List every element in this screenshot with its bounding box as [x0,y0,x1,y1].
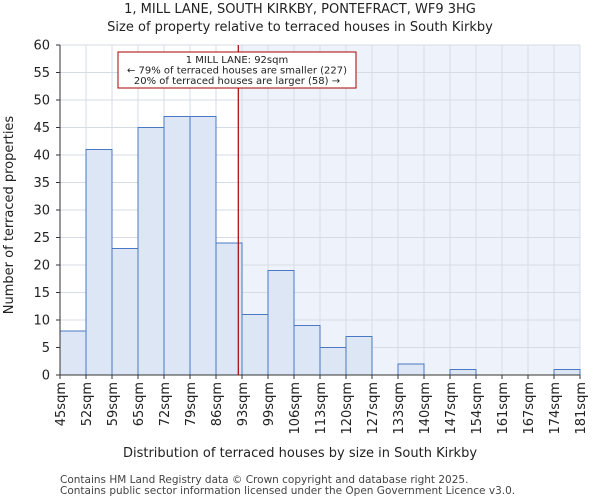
x-tick-label: 120sqm [340,382,355,435]
bar [189,116,217,376]
footer-line-1: Contains HM Land Registry data © Crown c… [60,474,468,486]
chart-subtitle: Size of property relative to terraced ho… [107,20,493,35]
y-ticks: 0 5 10 15 20 25 30 35 40 45 50 55 60 [33,39,60,384]
annotation-line-1: 1 MILL LANE: 92sqm [186,55,288,66]
y-tick-label: 15 [33,286,50,301]
x-tick-label: 167sqm [522,382,537,435]
x-tick-label: 86sqm [210,382,225,426]
y-tick-label: 0 [42,369,50,384]
annotation-line-2: ← 79% of terraced houses are smaller (22… [127,66,347,77]
bar [215,242,243,376]
y-tick-label: 5 [42,341,50,356]
footer-line-2: Contains public sector information licen… [60,485,515,497]
x-tick-label: 59sqm [106,382,121,426]
x-tick-label: 133sqm [392,382,407,435]
bars [59,116,581,376]
annotation-box [117,51,357,89]
y-tick-label: 60 [33,39,50,54]
bar [397,363,425,376]
x-tick-label: 65sqm [132,382,147,426]
bar [137,127,165,376]
x-tick-label: 113sqm [314,382,329,435]
bar [553,369,581,376]
y-tick-label: 45 [33,121,50,136]
x-tick-label: 147sqm [444,382,459,435]
bar [345,336,373,376]
bar [319,347,347,376]
y-tick-label: 25 [33,231,50,246]
x-tick-label: 99sqm [262,382,277,426]
bar [293,325,321,376]
y-tick-label: 50 [33,94,50,109]
bar [241,314,269,376]
x-tick-label: 106sqm [288,382,303,435]
y-tick-label: 20 [33,259,50,274]
y-tick-label: 10 [33,314,50,329]
y-axis-label: Number of terraced properties [2,116,17,315]
x-axis-label: Distribution of terraced houses by size … [123,446,477,461]
x-tick-label: 154sqm [470,382,485,435]
x-tick-label: 127sqm [366,382,381,435]
x-tick-label: 93sqm [236,382,251,426]
bar [163,116,191,376]
bar [111,248,139,376]
bar [267,270,295,376]
x-tick-label: 52sqm [80,382,95,426]
bar [85,149,113,376]
x-ticks: 45sqm 52sqm 59sqm 65sqm 72sqm 79sqm 86sqm 93sqm… [54,375,589,435]
y-tick-label: 35 [33,176,50,191]
x-tick-label: 79sqm [184,382,199,426]
x-tick-label: 161sqm [496,382,511,435]
annotation-line-3: 20% of terraced houses are larger (58) → [134,76,340,87]
y-tick-label: 40 [33,149,50,164]
x-tick-label: 45sqm [54,382,69,426]
bar [449,369,477,376]
x-tick-label: 174sqm [548,382,563,435]
chart-title: 1, MILL LANE, SOUTH KIRKBY, PONTEFRACT, … [124,2,476,17]
y-tick-label: 30 [33,204,50,219]
x-tick-label: 140sqm [418,382,433,435]
property-marker: 1 MILL LANE: 92sqm← 79% of terraced hous… [117,45,357,375]
x-tick-label: 72sqm [158,382,173,426]
x-tick-label: 181sqm [574,382,589,435]
y-tick-label: 55 [33,66,50,81]
bar [59,330,87,376]
